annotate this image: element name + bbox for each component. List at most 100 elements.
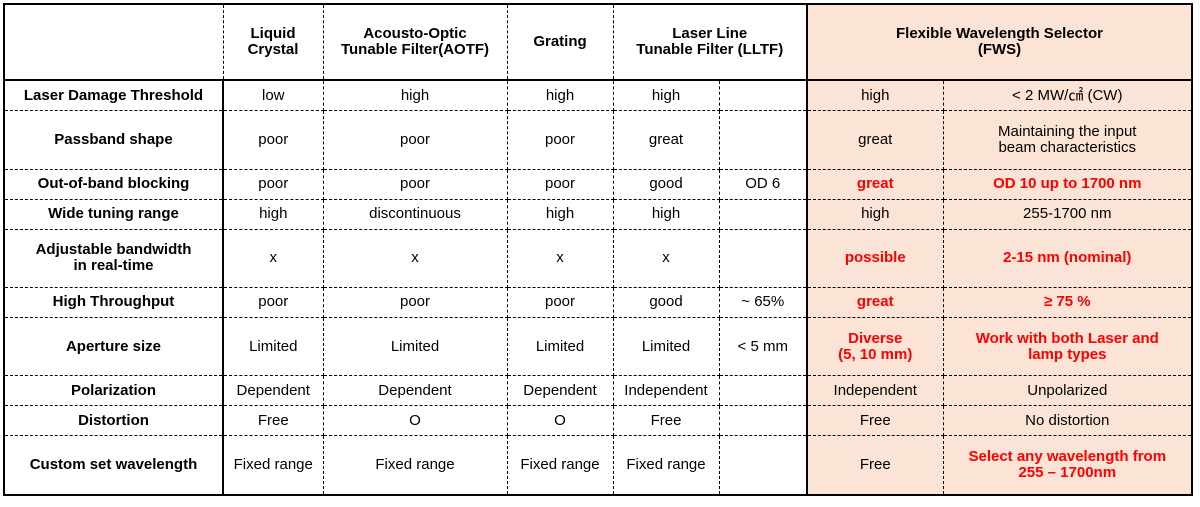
cell: x xyxy=(506,228,614,288)
cell: Independent xyxy=(612,375,720,407)
cell: high xyxy=(222,198,324,230)
empty-cell xyxy=(718,228,808,288)
cell: x xyxy=(612,228,720,288)
cell: Unpolarized xyxy=(942,375,1193,407)
cell: Fixed range xyxy=(222,435,324,496)
cell: high xyxy=(806,198,944,230)
cell: 255-1700 nm xyxy=(942,198,1193,230)
cell: poor xyxy=(506,110,614,170)
cell: high xyxy=(612,79,720,112)
table-row: High Throughput poor poor poor good ~ 65% grea… xyxy=(3,286,1193,318)
cell: high xyxy=(506,79,614,112)
cell: high xyxy=(806,79,944,112)
row-header: Polarization xyxy=(3,375,224,407)
cell: OD 6 xyxy=(718,168,808,200)
highlight-cell: OD 10 up to 1700 nm xyxy=(942,168,1193,200)
table-row: Wide tuning range high discontinuous high hi… xyxy=(3,198,1193,230)
cell: poor xyxy=(222,286,324,318)
cell: Free xyxy=(806,435,944,496)
table-body: Laser Damage Threshold low high high high hig… xyxy=(3,79,1193,496)
empty-cell xyxy=(718,405,808,437)
cell: poor xyxy=(322,168,508,200)
cell: low xyxy=(222,79,324,112)
header-row: Liquid Crystal Acousto-Optic Tunable Filt… xyxy=(3,3,1193,81)
column-header: Grating xyxy=(506,3,614,81)
row-header: Out-of-band blocking xyxy=(3,168,224,200)
cell: Dependent xyxy=(322,375,508,407)
table-row: Polarization Dependent Dependent Dependent I… xyxy=(3,375,1193,407)
cell: ~ 65% xyxy=(718,286,808,318)
cell: x xyxy=(322,228,508,288)
table-row: Passband shape poor poor poor great great Main… xyxy=(3,110,1193,170)
highlight-cell: Select any wavelength from 255 – 1700nm xyxy=(942,435,1193,496)
row-header: Aperture size xyxy=(3,316,224,377)
empty-cell xyxy=(718,435,808,496)
table-row: Aperture size Limited Limited Limited Limite… xyxy=(3,316,1193,377)
row-header: High Throughput xyxy=(3,286,224,318)
cell: x xyxy=(222,228,324,288)
table-row: Distortion Free O O Free Free No distortion xyxy=(3,405,1193,437)
cell: high xyxy=(506,198,614,230)
empty-cell xyxy=(718,79,808,112)
row-header: Custom set wavelength xyxy=(3,435,224,496)
row-header: Distortion xyxy=(3,405,224,437)
cell: great xyxy=(806,110,944,170)
cell: Maintaining the input beam characteristi… xyxy=(942,110,1193,170)
column-header: Acousto-Optic Tunable Filter(AOTF) xyxy=(322,3,508,81)
table-row: Out-of-band blocking poor poor poor good OD 6… xyxy=(3,168,1193,200)
cell: discontinuous xyxy=(322,198,508,230)
highlight-cell: Work with both Laser and lamp types xyxy=(942,316,1193,377)
empty-cell xyxy=(718,375,808,407)
highlight-cell: Diverse (5, 10 mm) xyxy=(806,316,944,377)
row-header: Passband shape xyxy=(3,110,224,170)
highlight-cell: possible xyxy=(806,228,944,288)
cell: high xyxy=(322,79,508,112)
cell: poor xyxy=(506,286,614,318)
cell: Independent xyxy=(806,375,944,407)
table-row: Laser Damage Threshold low high high high hig… xyxy=(3,79,1193,112)
cell: great xyxy=(612,110,720,170)
cell: Fixed range xyxy=(322,435,508,496)
cell: Dependent xyxy=(222,375,324,407)
cell: poor xyxy=(322,110,508,170)
cell: high xyxy=(612,198,720,230)
row-header: Laser Damage Threshold xyxy=(3,79,224,112)
cell: poor xyxy=(322,286,508,318)
row-header: Adjustable bandwidth in real-time xyxy=(3,228,224,288)
cell: < 5 mm xyxy=(718,316,808,377)
cell: Dependent xyxy=(506,375,614,407)
cell: Limited xyxy=(322,316,508,377)
cell: No distortion xyxy=(942,405,1193,437)
highlight-cell: 2-15 nm (nominal) xyxy=(942,228,1193,288)
highlight-cell: great xyxy=(806,168,944,200)
cell: poor xyxy=(506,168,614,200)
cell: poor xyxy=(222,168,324,200)
column-header: Flexible Wavelength Selector (FWS) xyxy=(805,3,1193,81)
table-row: Adjustable bandwidth in real-time x x x x pos… xyxy=(3,228,1193,288)
row-header: Wide tuning range xyxy=(3,198,224,230)
cell: Limited xyxy=(506,316,614,377)
cell: good xyxy=(612,286,720,318)
cell: Limited xyxy=(612,316,720,377)
cell: Fixed range xyxy=(506,435,614,496)
comparison-table: Liquid Crystal Acousto-Optic Tunable Filt… xyxy=(3,3,1194,496)
cell: Limited xyxy=(222,316,324,377)
cell: good xyxy=(612,168,720,200)
cell: O xyxy=(506,405,614,437)
highlight-cell: ≥ 75 % xyxy=(942,286,1193,318)
cell: Free xyxy=(806,405,944,437)
highlight-cell: great xyxy=(806,286,944,318)
corner-cell xyxy=(3,3,224,81)
empty-cell xyxy=(718,198,808,230)
cell: poor xyxy=(222,110,324,170)
cell: Free xyxy=(222,405,324,437)
column-header: Liquid Crystal xyxy=(222,3,324,81)
table-row: Custom set wavelength Fixed range Fixed ra… xyxy=(3,435,1193,496)
cell: O xyxy=(322,405,508,437)
cell: Fixed range xyxy=(612,435,720,496)
column-header: Laser Line Tunable Filter (LLTF) xyxy=(612,3,808,81)
empty-cell xyxy=(718,110,808,170)
cell: Free xyxy=(612,405,720,437)
cell: < 2 MW/㎠ (CW) xyxy=(942,79,1193,112)
